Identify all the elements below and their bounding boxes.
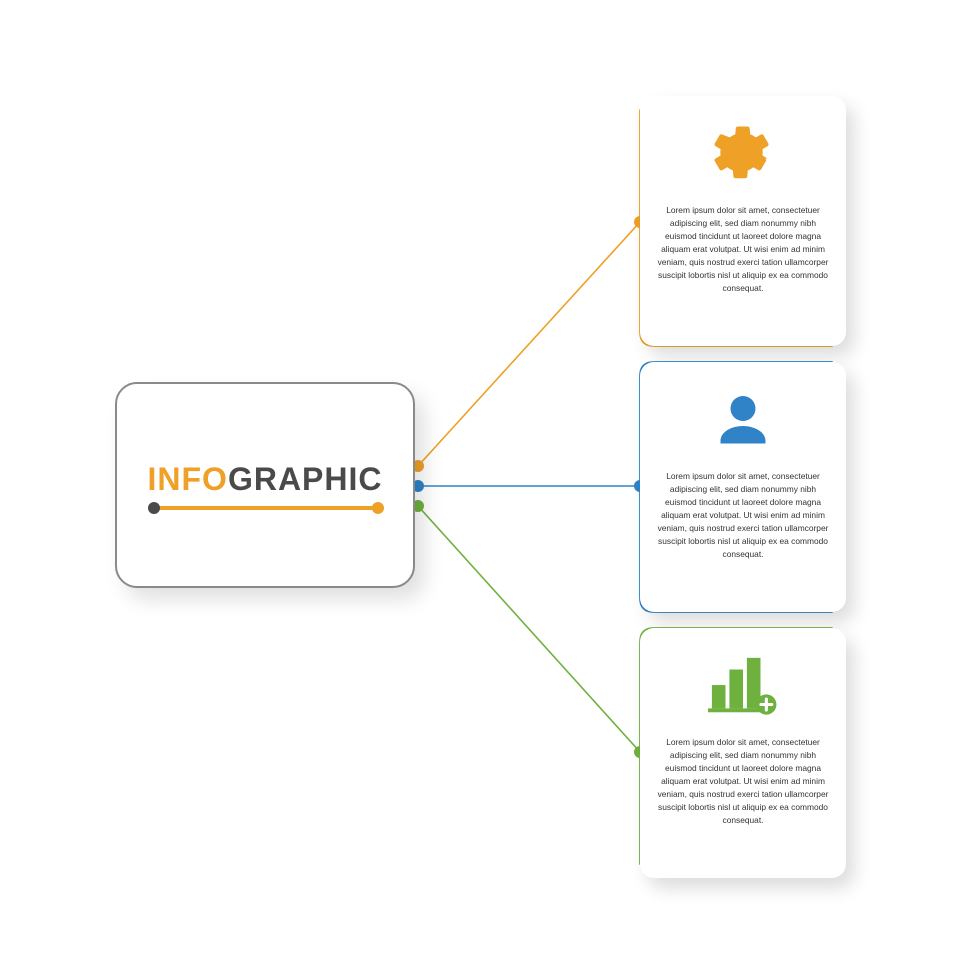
branch-card-body: Lorem ipsum dolor sit amet, consectetuer… (656, 204, 830, 295)
underline-dot-left (148, 502, 160, 514)
underline-dot-right (372, 502, 384, 514)
branch-card-body: Lorem ipsum dolor sit amet, consectetuer… (656, 736, 830, 827)
main-card: INFOGRAPHIC (115, 382, 415, 588)
branch-card-person: Lorem ipsum dolor sit amet, consectetuer… (640, 362, 846, 612)
main-title-text: INFOGRAPHIC (148, 461, 383, 498)
title-part-2: GRAPHIC (228, 461, 383, 497)
infographic-stage: INFOGRAPHIC Lorem ipsum dolor sit amet, … (0, 0, 980, 980)
branch-card-chart: Lorem ipsum dolor sit amet, consectetuer… (640, 628, 846, 878)
bar-chart-plus-icon (708, 648, 778, 726)
title-part-1: INFO (148, 461, 228, 497)
underline-bar (150, 506, 380, 510)
gear-icon (711, 116, 775, 194)
person-icon (713, 382, 773, 460)
branch-card-body: Lorem ipsum dolor sit amet, consectetuer… (656, 470, 830, 561)
title-underline (150, 506, 380, 510)
branch-card-gear: Lorem ipsum dolor sit amet, consectetuer… (640, 96, 846, 346)
main-title: INFOGRAPHIC (148, 461, 383, 510)
